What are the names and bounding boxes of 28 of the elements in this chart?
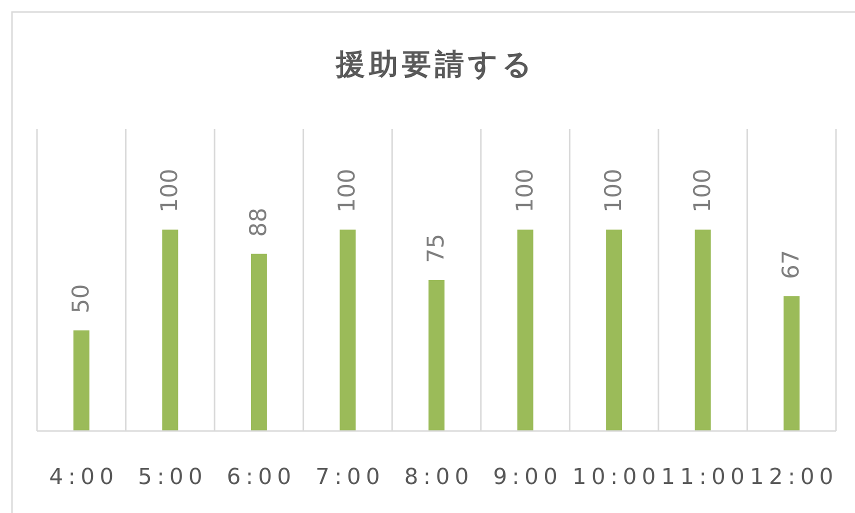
data-label: 100 <box>512 168 538 213</box>
data-label: 67 <box>778 250 805 280</box>
data-label: 100 <box>334 168 361 213</box>
bar <box>784 296 800 431</box>
bar <box>250 254 267 431</box>
bar <box>694 230 711 431</box>
bar <box>162 230 178 431</box>
x-tick-label: 5:00 <box>138 465 208 490</box>
x-tick-label: 10:00 <box>572 465 661 490</box>
x-tick-label: 12:00 <box>750 465 838 490</box>
x-tick-label: 11:00 <box>661 465 750 490</box>
data-label: 100 <box>690 168 716 213</box>
chart-title: 援助要請する <box>335 49 536 81</box>
x-tick-label: 6:00 <box>226 465 296 490</box>
x-tick-label: 8:00 <box>404 465 474 490</box>
bar <box>517 230 534 431</box>
data-label: 100 <box>157 168 184 213</box>
bar <box>428 280 444 431</box>
bar <box>606 230 622 431</box>
x-tick-label: 9:00 <box>493 465 562 490</box>
data-label: 75 <box>424 234 450 263</box>
bar <box>340 230 356 431</box>
bar <box>73 330 90 431</box>
data-label: 50 <box>68 284 94 314</box>
x-tick-label: 4:00 <box>49 465 119 490</box>
data-label: 100 <box>601 168 628 213</box>
data-label: 88 <box>246 208 272 237</box>
x-tick-label: 7:00 <box>316 465 385 490</box>
